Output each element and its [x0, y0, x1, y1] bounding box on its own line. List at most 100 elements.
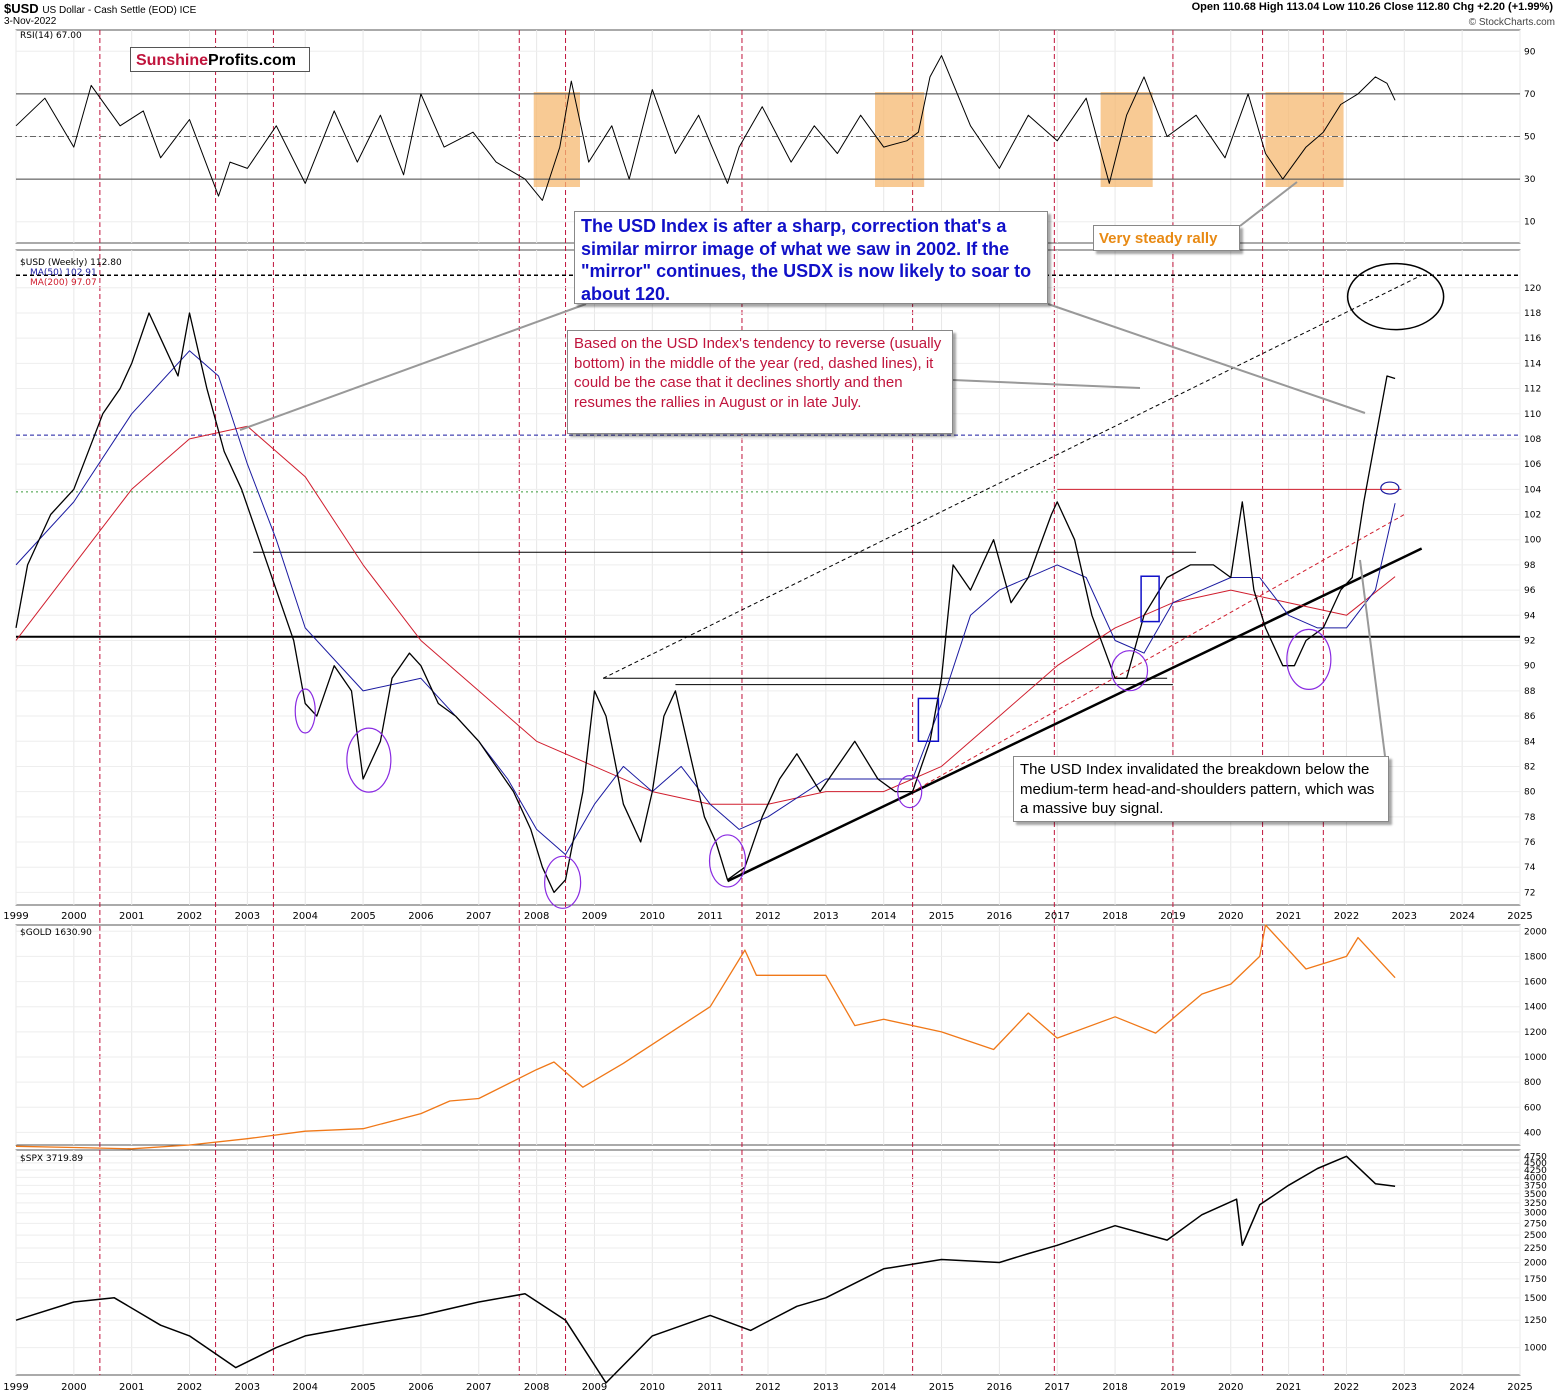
x-tick-label-usd: 2003 [235, 911, 260, 922]
rsi-highlight-box [533, 92, 580, 187]
x-tick-label-usd: 2022 [1334, 911, 1359, 922]
y-tick-label: 110 [1524, 410, 1541, 420]
x-tick-label-spx: 2009 [582, 1382, 607, 1393]
x-tick-label-usd: 2006 [408, 911, 433, 922]
annotation-steady-rally: Very steady rally [1093, 225, 1240, 251]
x-tick-label-spx: 1999 [3, 1382, 28, 1393]
parallel-red-dashed-line [912, 514, 1405, 793]
y-tick-label: 94 [1524, 611, 1536, 621]
rsi-highlight-box [1100, 92, 1153, 187]
x-tick-label-spx: 2024 [1449, 1382, 1474, 1393]
x-tick-label-usd: 2017 [1045, 911, 1070, 922]
y-tick-label: 3750 [1524, 1181, 1547, 1191]
x-tick-label-spx: 2002 [177, 1382, 202, 1393]
x-tick-label-usd: 2009 [582, 911, 607, 922]
ma50-line [15, 350, 1396, 856]
x-tick-label-spx: 2019 [1160, 1382, 1185, 1393]
x-tick-label-spx: 2018 [1102, 1382, 1127, 1393]
y-tick-label: 74 [1524, 863, 1536, 873]
ohlc-readout: Open 110.68 High 113.04 Low 110.26 Close… [1191, 1, 1553, 13]
x-tick-label-spx: 2015 [929, 1382, 954, 1393]
y-tick-label: 4250 [1524, 1166, 1547, 1176]
y-tick-label: 3250 [1524, 1199, 1547, 1209]
y-tick-label: 1800 [1524, 952, 1547, 962]
callout-pointer-orange [1239, 181, 1298, 227]
y-tick-label: 2000 [1524, 927, 1547, 937]
upper-dashed-trend-line [602, 274, 1422, 679]
x-tick-label-spx: 2021 [1276, 1382, 1301, 1393]
y-tick-label: 90 [1524, 662, 1536, 672]
x-tick-label-usd: 2019 [1160, 911, 1185, 922]
x-tick-label-usd: 2018 [1102, 911, 1127, 922]
y-tick-label: 82 [1524, 762, 1535, 772]
y-tick-label: 86 [1524, 712, 1536, 722]
rsi-line [15, 55, 1396, 201]
ma200-legend-label: MA(200) 97.07 [30, 278, 97, 288]
bottom-purple-circle [1286, 628, 1332, 690]
logo-part-profits: Profits.com [208, 52, 297, 69]
x-tick-label-spx: 2022 [1334, 1382, 1359, 1393]
spx-price-line [15, 1155, 1396, 1384]
x-tick-label-spx: 2004 [293, 1382, 318, 1393]
y-tick-label: 88 [1524, 687, 1536, 697]
y-tick-label: 4750 [1524, 1152, 1547, 1162]
bottom-purple-circle [897, 775, 923, 809]
x-tick-label-spx: 2006 [408, 1382, 433, 1393]
x-tick-label-usd: 2020 [1218, 911, 1243, 922]
x-tick-label-usd: 2014 [871, 911, 896, 922]
y-tick-label: 78 [1524, 813, 1536, 823]
bottom-purple-circle [1110, 650, 1149, 692]
bottom-purple-circle [544, 855, 582, 909]
y-tick-label: 116 [1524, 334, 1541, 344]
stockcharts-credit: © StockCharts.com [1468, 17, 1555, 28]
x-tick-label-spx: 2000 [61, 1382, 86, 1393]
x-tick-label-spx: 2023 [1392, 1382, 1417, 1393]
x-tick-label-usd: 2000 [61, 911, 86, 922]
x-tick-label-usd: 2010 [640, 911, 665, 922]
x-tick-label-usd: 2016 [987, 911, 1012, 922]
blue-rectangle [917, 697, 940, 743]
y-tick-label: 106 [1524, 460, 1541, 470]
y-tick-label: 1500 [1524, 1294, 1547, 1304]
y-tick-label: 30 [1524, 175, 1536, 185]
y-tick-label: 76 [1524, 838, 1536, 848]
gold-price-line [15, 924, 1396, 1150]
y-tick-label: 3000 [1524, 1209, 1547, 1219]
y-tick-label: 1000 [1524, 1053, 1547, 1063]
x-tick-label-spx: 2017 [1045, 1382, 1070, 1393]
y-tick-label: 102 [1524, 511, 1541, 521]
x-tick-label-spx: 2005 [350, 1382, 375, 1393]
y-tick-label: 104 [1524, 485, 1541, 495]
breakout-blue-ellipse [1380, 481, 1400, 495]
usd-price-line [15, 312, 1396, 894]
chart-symbol-header: $USD US Dollar - Cash Settle (EOD) ICE [4, 1, 196, 16]
y-tick-label: 4000 [1524, 1173, 1547, 1183]
x-tick-label-spx: 2020 [1218, 1382, 1243, 1393]
y-tick-label: 800 [1524, 1078, 1541, 1088]
x-tick-label-spx: 2001 [119, 1382, 144, 1393]
x-tick-label-spx: 2010 [640, 1382, 665, 1393]
y-tick-label: 10 [1524, 218, 1536, 228]
bottom-purple-circle [708, 834, 747, 888]
x-tick-label-usd: 2021 [1276, 911, 1301, 922]
x-tick-label-usd: 2024 [1449, 911, 1474, 922]
y-tick-label: 96 [1524, 586, 1536, 596]
x-tick-label-usd: 1999 [3, 911, 28, 922]
rsi-title-label: RSI(14) 67.00 [20, 31, 82, 41]
bottom-purple-circle [346, 727, 392, 793]
callout-pointer-blue-left [239, 303, 587, 431]
y-tick-label: 112 [1524, 385, 1541, 395]
x-tick-label-usd: 2005 [350, 911, 375, 922]
x-tick-label-spx: 2012 [755, 1382, 780, 1393]
y-tick-label: 1400 [1524, 1003, 1547, 1013]
callout-pointer-blue-right [1047, 303, 1366, 414]
y-tick-label: 100 [1524, 536, 1541, 546]
callout-pointer-red [952, 379, 1141, 389]
y-tick-label: 4500 [1524, 1159, 1547, 1169]
x-tick-label-usd: 2011 [697, 911, 722, 922]
y-tick-label: 400 [1524, 1128, 1541, 1138]
bottom-purple-circle [294, 688, 316, 734]
y-tick-label: 70 [1524, 90, 1536, 100]
y-tick-label: 118 [1524, 309, 1541, 319]
y-tick-label: 80 [1524, 788, 1536, 798]
